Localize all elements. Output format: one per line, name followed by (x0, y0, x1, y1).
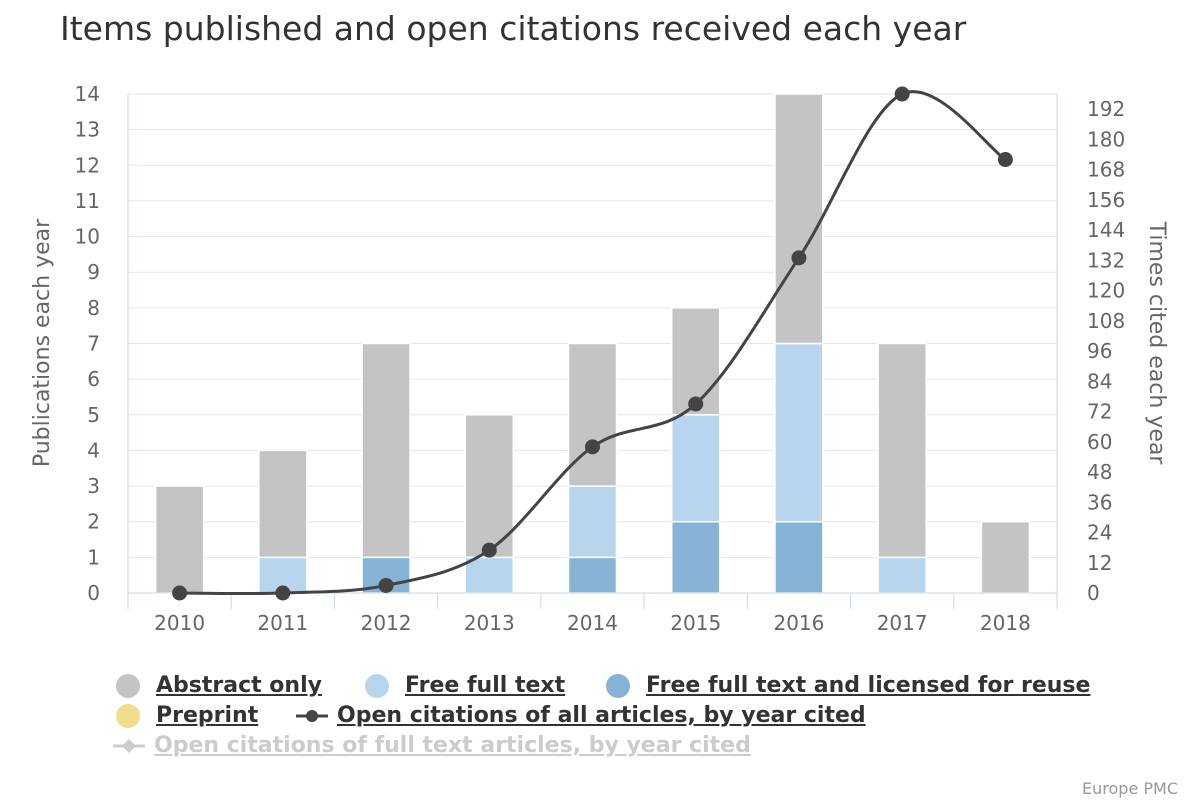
y-tick-label-left: 7 (87, 332, 100, 356)
y-tick-label-right: 96 (1087, 339, 1112, 363)
x-tick-label: 2018 (980, 611, 1031, 635)
y-tick-label-right: 108 (1087, 309, 1125, 333)
bar-segment (567, 342, 618, 487)
bar-segment (980, 520, 1031, 594)
bar-segment (877, 342, 927, 559)
legend-swatch-preprint (116, 703, 140, 728)
y-axis-left-label: Publications each year (30, 218, 55, 467)
y-tick-label-left: 10 (75, 225, 100, 249)
y-axis-right-label: Times cited each year (1144, 221, 1169, 466)
y-tick-label-right: 72 (1087, 400, 1112, 424)
bar-segment (154, 485, 205, 594)
legend-label: Open citations of all articles, by year … (337, 703, 866, 728)
credits-link[interactable]: Europe PMC (1082, 779, 1178, 798)
y-tick-label-left: 9 (87, 260, 100, 284)
bar-segment (774, 342, 824, 523)
legend-swatch-line-icon (296, 709, 328, 722)
citation-point (172, 585, 188, 601)
y-tick-label-left: 13 (75, 118, 100, 142)
x-tick-label: 2013 (464, 611, 515, 635)
y-tick-label-right: 0 (1087, 581, 1100, 605)
x-tick-label: 2014 (567, 611, 618, 635)
bar-segment (774, 520, 824, 594)
y-tick-label-left: 1 (87, 545, 100, 569)
axes: 0123456789101112131401224364860728496108… (75, 82, 1126, 635)
bar-segment (361, 342, 411, 559)
y-tick-label-right: 144 (1087, 218, 1125, 242)
legend-item-open-citations-all[interactable]: Open citations of all articles, by year … (295, 703, 866, 728)
x-tick-label: 2011 (257, 611, 308, 635)
legend-label: Open citations of full text articles, by… (154, 733, 751, 758)
x-tick-label: 2010 (154, 611, 205, 635)
x-tick-label: 2017 (877, 611, 928, 635)
y-tick-label-right: 60 (1087, 430, 1112, 454)
x-tick-label: 2015 (670, 611, 721, 635)
bar-segment (877, 556, 927, 594)
y-tick-label-right: 48 (1087, 460, 1112, 484)
bar-segment (670, 414, 721, 523)
citation-line (172, 86, 1013, 601)
y-tick-label-right: 180 (1087, 127, 1125, 151)
y-tick-label-right: 24 (1087, 521, 1112, 545)
legend-swatch-diamond-icon (113, 738, 145, 753)
y-tick-label-right: 168 (1087, 158, 1125, 182)
y-tick-label-right: 156 (1087, 188, 1125, 212)
y-tick-label-left: 5 (87, 403, 100, 427)
y-tick-label-left: 12 (75, 153, 100, 177)
y-tick-label-right: 192 (1087, 97, 1125, 121)
bar-segment (567, 556, 618, 594)
citation-point (791, 250, 807, 266)
y-tick-label-right: 36 (1087, 490, 1112, 514)
legend-item-abstract-only[interactable]: Abstract only (116, 673, 322, 698)
legend-label: Free full text (405, 673, 566, 698)
legend-label: Preprint (156, 703, 259, 728)
y-tick-label-left: 6 (87, 367, 100, 391)
bar-segment (567, 485, 618, 559)
bar-segment (464, 556, 515, 594)
citation-point (275, 585, 291, 601)
x-tick-label: 2012 (361, 611, 412, 635)
y-tick-label-left: 3 (87, 474, 100, 498)
citation-point (378, 577, 394, 593)
legend-swatch-free-full-text (365, 673, 389, 698)
citation-point (585, 439, 600, 455)
bar-segment (670, 520, 721, 594)
y-tick-label-right: 120 (1087, 279, 1125, 303)
legend-item-licensed-for-reuse[interactable]: Free full text and licensed for reuse (606, 673, 1090, 698)
y-tick-label-right: 132 (1087, 248, 1125, 272)
y-tick-label-right: 84 (1087, 369, 1112, 393)
bar-segment (258, 449, 308, 559)
bar-segment (464, 414, 515, 559)
legend-swatch-licensed-for-reuse (606, 673, 630, 698)
legend-item-open-citations-full-text[interactable]: Open citations of full text articles, by… (112, 733, 751, 758)
y-tick-label-left: 2 (87, 510, 100, 534)
legend-label: Free full text and licensed for reuse (646, 673, 1091, 698)
citation-point (894, 86, 910, 102)
bar-segment (774, 93, 824, 345)
citation-point (997, 152, 1013, 168)
chart-title: Items published and open citations recei… (60, 9, 967, 48)
y-tick-label-left: 8 (87, 296, 100, 320)
y-tick-label-left: 14 (75, 82, 100, 106)
bars (154, 93, 1031, 594)
y-tick-label-left: 11 (75, 189, 100, 213)
y-tick-label-right: 12 (1087, 551, 1112, 575)
citation-line-path (179, 90, 1007, 596)
legend-label: Abstract only (156, 673, 322, 698)
x-tick-label: 2016 (773, 611, 824, 635)
legend-swatch-abstract-only (116, 673, 140, 698)
citation-point (481, 542, 497, 558)
legend-item-free-full-text[interactable]: Free full text (365, 673, 565, 698)
y-tick-label-left: 0 (87, 581, 100, 605)
legend-item-preprint[interactable]: Preprint (116, 703, 258, 728)
y-tick-label-left: 4 (87, 438, 100, 462)
citation-point (688, 396, 704, 412)
